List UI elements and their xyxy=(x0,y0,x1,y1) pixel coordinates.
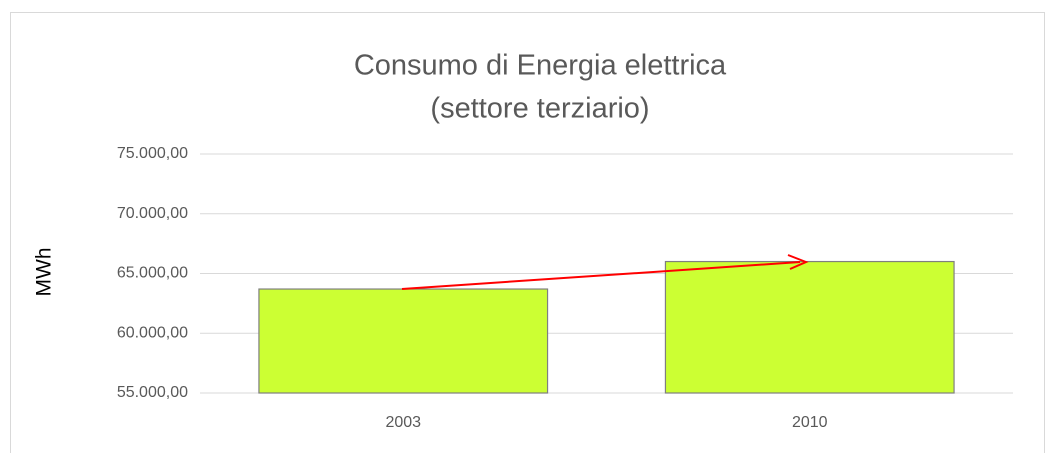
x-tick-label: 2010 xyxy=(792,414,828,431)
y-tick-label: 65.000,00 xyxy=(117,265,188,282)
y-tick-label: 55.000,00 xyxy=(117,384,188,401)
y-tick-label: 75.000,00 xyxy=(117,145,188,162)
y-tick-label: 60.000,00 xyxy=(117,324,188,341)
bar xyxy=(664,260,955,394)
chart-title: Consumo di Energia elettrica xyxy=(354,50,727,82)
chart-title: (settore terziario) xyxy=(430,93,649,125)
trend-arrow xyxy=(401,254,809,290)
bar xyxy=(258,288,549,394)
arrow-line xyxy=(401,261,801,290)
y-axis-label: MWh xyxy=(33,248,56,297)
x-tick-label: 2003 xyxy=(385,414,421,431)
arrow-head xyxy=(787,254,809,270)
y-tick-label: 70.000,00 xyxy=(117,205,188,222)
